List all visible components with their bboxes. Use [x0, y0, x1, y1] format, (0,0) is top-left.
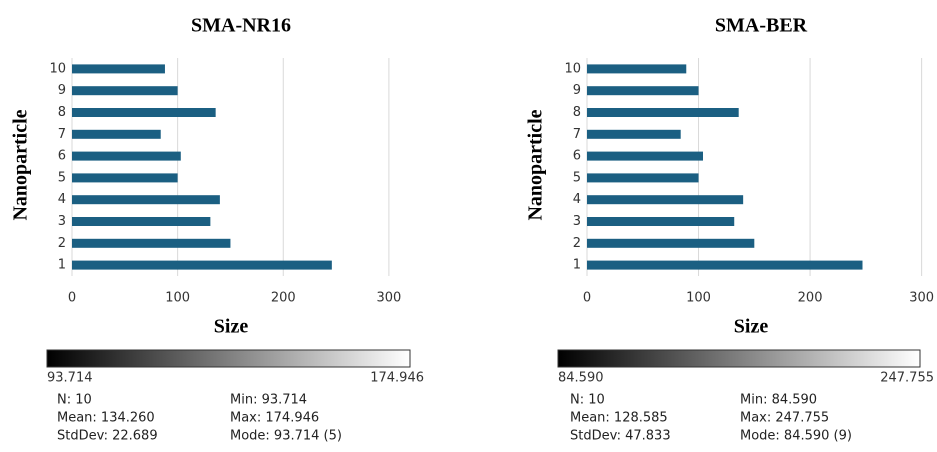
y-tick-label: 5 — [573, 170, 581, 185]
y-tick-label: 1 — [58, 258, 66, 273]
bar — [72, 260, 332, 270]
y-tick-label: 10 — [49, 61, 66, 76]
y-axis-label: Nanoparticle — [525, 109, 547, 220]
y-tick-label: 6 — [573, 149, 581, 164]
colorbar — [46, 349, 411, 368]
bar — [587, 151, 703, 161]
stat: Mean: 128.585 — [570, 411, 668, 426]
x-tick-label: 300 — [909, 291, 934, 306]
x-tick-label: 0 — [583, 291, 591, 306]
y-tick-label: 6 — [58, 149, 66, 164]
stat: StdDev: 47.833 — [570, 429, 671, 444]
bar — [587, 238, 755, 248]
y-tick-label: 4 — [58, 192, 66, 207]
y-tick-label: 7 — [58, 127, 66, 142]
x-tick-label: 300 — [376, 291, 401, 306]
chart-title: SMA-BER — [715, 15, 808, 37]
y-tick-label: 8 — [58, 105, 66, 120]
bar — [72, 238, 231, 248]
y-tick-label: 2 — [573, 236, 581, 251]
y-tick-label: 8 — [573, 105, 581, 120]
x-axis-label: Size — [214, 316, 249, 338]
y-tick-label: 2 — [58, 236, 66, 251]
stat: Max: 247.755 — [740, 411, 829, 426]
stat: N: 10 — [570, 393, 605, 408]
bar — [587, 129, 681, 139]
y-axis-label: Nanoparticle — [10, 109, 32, 220]
x-axis-label: Size — [734, 316, 769, 338]
stat: StdDev: 22.689 — [57, 429, 158, 444]
bar — [72, 151, 181, 161]
y-tick-label: 1 — [573, 258, 581, 273]
x-tick-label: 100 — [165, 291, 190, 306]
colorbar-min: 84.590 — [558, 371, 604, 386]
stat: N: 10 — [57, 393, 92, 408]
y-tick-label: 9 — [58, 83, 66, 98]
bar — [587, 173, 699, 183]
stat: Mode: 84.590 (9) — [740, 429, 852, 444]
bar — [587, 86, 699, 96]
stat: Min: 93.714 — [230, 393, 307, 408]
bar — [587, 260, 863, 270]
y-tick-label: 5 — [58, 170, 66, 185]
bar — [72, 217, 211, 226]
bar — [72, 86, 178, 96]
colorbar-min: 93.714 — [47, 371, 93, 386]
y-tick-label: 4 — [573, 192, 581, 207]
bar — [587, 64, 687, 74]
bar — [587, 195, 744, 205]
y-tick-label: 10 — [564, 61, 581, 76]
colorbar-max: 247.755 — [880, 371, 934, 386]
stat: Mean: 134.260 — [57, 411, 155, 426]
colorbar — [557, 349, 921, 368]
y-tick-label: 9 — [573, 83, 581, 98]
stat: Mode: 93.714 (5) — [230, 429, 342, 444]
bar — [72, 129, 161, 139]
bar — [72, 195, 220, 205]
bar — [587, 217, 735, 226]
bar — [72, 108, 216, 117]
bar — [72, 64, 165, 74]
x-tick-label: 100 — [686, 291, 711, 306]
y-tick-label: 3 — [573, 214, 581, 229]
chart-title: SMA-NR16 — [191, 15, 291, 37]
stat: Max: 174.946 — [230, 411, 319, 426]
stat: Min: 84.590 — [740, 393, 817, 408]
y-tick-label: 3 — [58, 214, 66, 229]
bar — [72, 173, 178, 183]
x-tick-label: 200 — [798, 291, 823, 306]
colorbar-max: 174.946 — [370, 371, 424, 386]
x-tick-label: 200 — [271, 291, 296, 306]
x-tick-label: 0 — [68, 291, 76, 306]
bar — [587, 108, 739, 117]
y-tick-label: 7 — [573, 127, 581, 142]
